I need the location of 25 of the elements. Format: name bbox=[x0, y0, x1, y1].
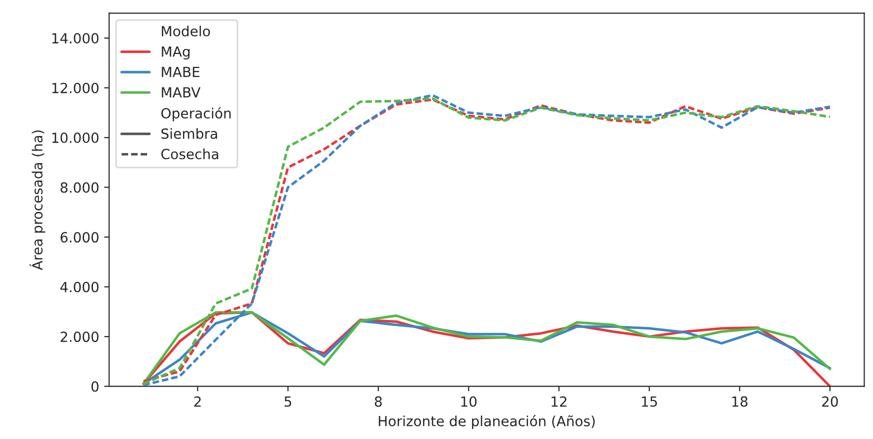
y-tick-label: 8.000 bbox=[60, 182, 98, 193]
y-tick-label: 2.000 bbox=[60, 332, 98, 342]
legend-label: MABV bbox=[162, 87, 200, 98]
y-tick-label: 12.000 bbox=[52, 82, 98, 94]
y-tick-label: 0 bbox=[91, 381, 98, 392]
x-tick-label: 8 bbox=[374, 396, 382, 407]
legend-title: Modelo bbox=[162, 26, 210, 36]
y-tick-label: 14.000 bbox=[52, 33, 98, 44]
annotation: Cosecha bbox=[161, 148, 218, 160]
annotation: Siembra bbox=[161, 128, 218, 139]
y-axis-title: Área procesada (ha) bbox=[30, 130, 46, 270]
x-tick-label: 10 bbox=[461, 396, 477, 407]
x-tick-label: 20 bbox=[822, 396, 838, 407]
y-tick-label: 6.000 bbox=[60, 232, 98, 243]
x-tick-label: 18 bbox=[732, 396, 748, 407]
y-tick-label: 4.000 bbox=[60, 282, 98, 292]
annotation: Operación bbox=[161, 107, 231, 122]
y-tick-label: 10.000 bbox=[52, 132, 98, 144]
x-tick-label: 15 bbox=[642, 396, 657, 407]
x-tick-label: 2 bbox=[194, 396, 201, 407]
legend-label: MAg bbox=[162, 46, 190, 60]
x-tick-label: 12 bbox=[552, 396, 566, 407]
x-tick-label: 5 bbox=[284, 396, 292, 407]
legend-label: MABE bbox=[162, 66, 200, 77]
x-axis-title: Horizonte de planeación (Años) bbox=[378, 415, 595, 430]
